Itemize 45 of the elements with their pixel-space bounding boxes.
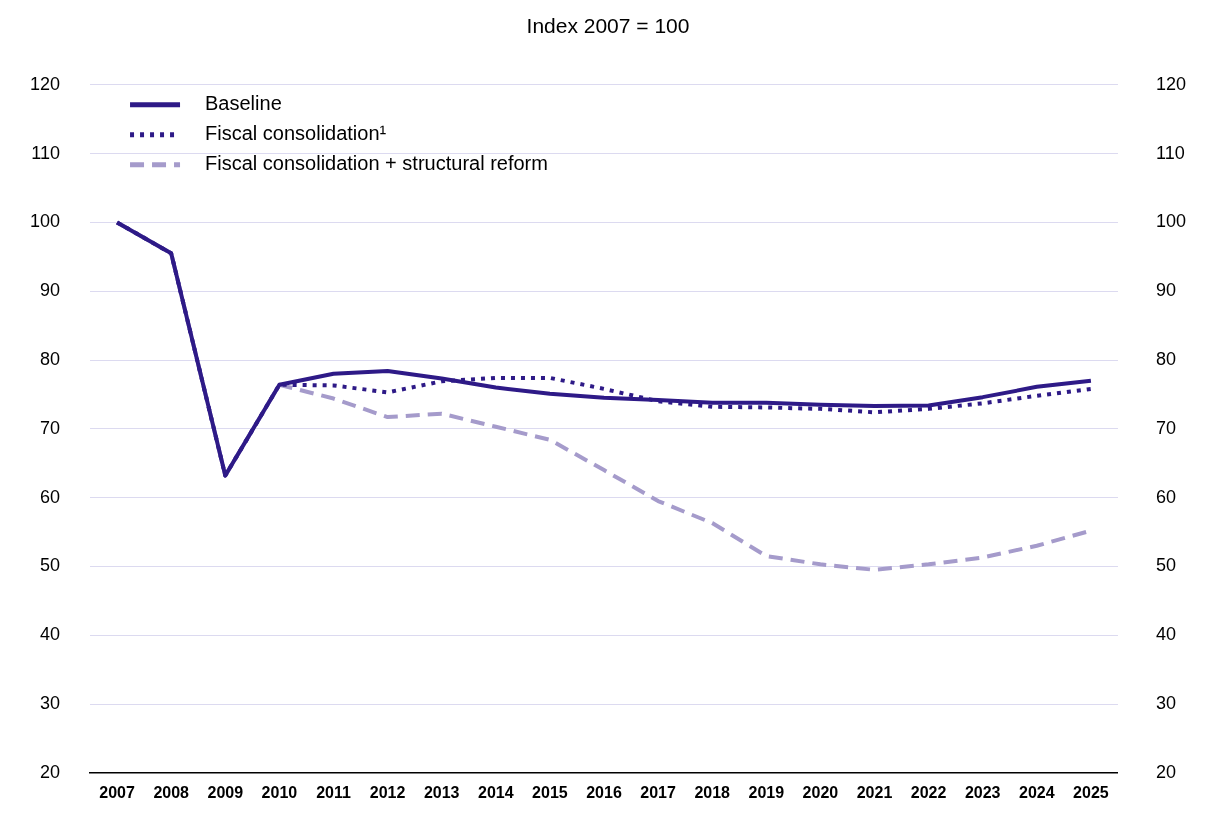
x-tick-label: 2013: [423, 783, 460, 801]
y2-tick-label: 40: [1155, 624, 1176, 645]
x-tick-label: 2020: [802, 783, 839, 801]
y-tick-label: 20: [40, 761, 61, 782]
x-tick-label: 2010: [261, 783, 298, 801]
y-tick-label: 100: [29, 211, 61, 232]
y-tick-label: 110: [31, 142, 61, 163]
y-tick-label: 120: [29, 73, 61, 94]
y-tick-label: 30: [40, 692, 61, 713]
y2-tick-label: 80: [1155, 348, 1176, 369]
x-tick-label: 2021: [856, 783, 893, 801]
y2-tick-label: 60: [1155, 486, 1176, 507]
x-tick-label: 2017: [640, 783, 676, 801]
x-tick-label: 2023: [964, 783, 1001, 801]
x-tick-label: 2019: [748, 783, 785, 801]
y-tick-label: 60: [40, 486, 61, 507]
x-tick-label: 2025: [1073, 783, 1109, 801]
x-tick-label: 2018: [694, 783, 731, 801]
legend-label: Fiscal consolidation¹: [205, 122, 387, 145]
x-tick-label: 2022: [910, 783, 947, 801]
y-tick-label: 90: [40, 280, 61, 301]
x-tick-label: 2011: [316, 783, 351, 801]
x-tick-label: 2014: [478, 783, 514, 801]
chart-title: Index 2007 = 100: [525, 14, 691, 39]
x-tick-label: 2012: [369, 783, 406, 801]
y2-tick-label: 30: [1155, 692, 1176, 713]
y2-tick-label: 70: [1155, 417, 1176, 438]
y-tick-label: 80: [40, 348, 61, 369]
x-tick-label: 2015: [532, 783, 568, 801]
x-tick-label: 2008: [153, 783, 190, 801]
y2-tick-label: 110: [1155, 142, 1185, 163]
legend-label: Fiscal consolidation + structural reform: [205, 152, 548, 175]
y2-tick-label: 100: [1155, 211, 1187, 232]
x-tick-label: 2007: [99, 783, 135, 801]
y-tick-label: 40: [40, 624, 61, 645]
x-tick-label: 2009: [207, 783, 244, 801]
legend-label: Baseline: [205, 92, 282, 115]
y2-tick-label: 120: [1155, 73, 1187, 94]
y-tick-label: 70: [40, 417, 61, 438]
y-tick-label: 50: [40, 555, 61, 576]
x-tick-label: 2024: [1019, 783, 1055, 801]
x-tick-label: 2016: [586, 783, 622, 801]
y2-tick-label: 20: [1155, 761, 1176, 782]
y2-tick-label: 90: [1155, 280, 1176, 301]
y2-tick-label: 50: [1155, 555, 1176, 576]
